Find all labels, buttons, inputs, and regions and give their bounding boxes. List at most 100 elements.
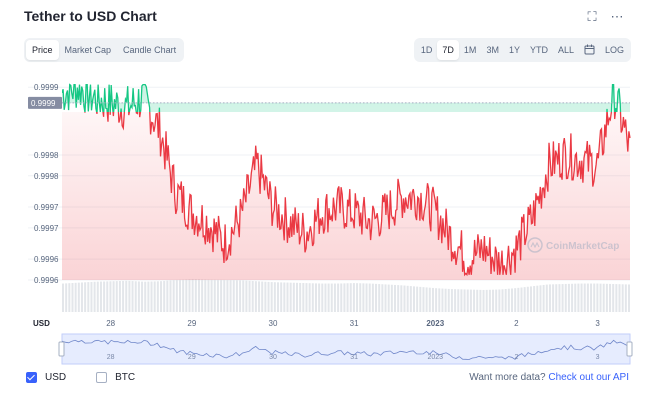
usd-checkbox[interactable]: [26, 372, 37, 383]
volume-bar: [561, 284, 564, 312]
volume-bar: [460, 289, 463, 312]
volume-bar: [539, 285, 542, 312]
range-all[interactable]: ALL: [557, 45, 574, 55]
volume-bar: [536, 285, 539, 312]
volume-bar: [299, 282, 302, 312]
range-log[interactable]: LOG: [604, 45, 624, 55]
volume-bar: [346, 283, 349, 312]
volume-bar: [457, 289, 460, 312]
volume-bar: [229, 280, 232, 312]
navigator-tick-label: 29: [188, 354, 196, 361]
volume-bar: [232, 280, 235, 312]
tab-price[interactable]: Price: [26, 40, 59, 60]
volume-bar: [141, 281, 144, 312]
volume-bar: [318, 283, 321, 312]
volume-bar: [390, 284, 393, 312]
range-1m[interactable]: 1M: [463, 45, 477, 55]
volume-bar: [137, 281, 140, 312]
volume-bar: [258, 281, 261, 312]
y-tick-label: 0.9999: [34, 83, 59, 92]
volume-bar: [251, 281, 254, 312]
volume-bar: [87, 282, 90, 312]
volume-bar: [314, 283, 317, 312]
page-title: Tether to USD Chart: [24, 8, 157, 24]
coinmarketcap-logo-icon: [527, 237, 543, 253]
tab-candle-chart[interactable]: Candle Chart: [123, 45, 177, 55]
navigator-handle-left[interactable]: [58, 341, 65, 357]
volume-bar: [571, 283, 574, 312]
volume-bar: [400, 285, 403, 312]
volume-bar: [194, 279, 197, 312]
volume-bar: [447, 288, 450, 312]
volume-bar: [280, 282, 283, 312]
volume-bar: [624, 284, 627, 312]
volume-bar: [352, 283, 355, 312]
volume-bar: [473, 289, 476, 312]
volume-bar: [178, 279, 181, 312]
range-1y[interactable]: 1Y: [508, 45, 520, 55]
volume-bar: [498, 289, 501, 312]
navigator-tick-label: 30: [269, 354, 277, 361]
volume-bar: [283, 282, 286, 312]
volume-bar: [71, 283, 74, 312]
volume-bar: [428, 287, 431, 312]
time-range-selector: 1D 7D 1M 3M 1Y YTD ALL LOG: [413, 38, 631, 62]
volume-bar: [609, 283, 612, 312]
navigator-handle-right[interactable]: [626, 341, 633, 357]
volume-bar: [305, 283, 308, 312]
btc-checkbox[interactable]: [96, 372, 108, 383]
volume-bar: [118, 281, 121, 312]
volume-bar: [419, 286, 422, 312]
volume-bar: [144, 281, 147, 312]
volume-bar: [99, 281, 102, 312]
api-cta: Want more data? Check out our API: [469, 372, 629, 383]
tab-market-cap[interactable]: Market Cap: [64, 45, 112, 55]
navigator-line: [61, 339, 631, 360]
volume-bar: [618, 284, 621, 312]
price-area-up: [62, 84, 630, 112]
volume-bar: [337, 283, 340, 312]
volume-bar: [488, 289, 491, 312]
volume-bar: [485, 289, 488, 312]
volume-bar: [80, 282, 83, 312]
volume-bar: [580, 283, 583, 312]
navigator-tick-label: 3: [596, 354, 600, 361]
range-1d[interactable]: 1D: [420, 45, 433, 55]
range-3m[interactable]: 3M: [486, 45, 499, 55]
volume-bar: [308, 283, 311, 312]
volume-bar: [226, 279, 229, 312]
reference-label: 0.9999: [31, 99, 56, 108]
y-tick-label: 0.9998: [34, 151, 59, 160]
volume-bar: [517, 287, 520, 312]
volume-bar: [529, 286, 532, 312]
range-7d[interactable]: 7D: [437, 40, 459, 60]
volume-bar: [74, 282, 77, 312]
volume-bar: [381, 284, 384, 312]
usd-label: USD: [45, 372, 67, 383]
volume-bar: [356, 283, 359, 312]
volume-bar: [605, 283, 608, 312]
range-ytd[interactable]: YTD: [529, 45, 548, 55]
volume-bar: [368, 283, 371, 312]
expand-icon[interactable]: ⛶: [587, 9, 597, 24]
volume-bar: [122, 280, 125, 312]
volume-bar: [507, 288, 510, 312]
navigator-tick-label: 2023: [427, 354, 443, 361]
volume-bar: [590, 283, 593, 312]
api-link[interactable]: Check out our API: [548, 372, 629, 383]
volume-bar: [476, 289, 479, 312]
volume-bar: [131, 281, 134, 312]
volume-bar: [596, 283, 599, 312]
volume-bar: [270, 282, 273, 312]
volume-bar: [239, 280, 242, 312]
x-tick-label: 30: [269, 319, 278, 328]
watermark-text: CoinMarketCap: [546, 241, 619, 252]
more-horizontal-icon[interactable]: ⋯: [610, 9, 624, 24]
volume-bar: [340, 283, 343, 312]
volume-bar: [147, 281, 150, 312]
calendar-icon[interactable]: [579, 40, 600, 60]
volume-bar: [292, 282, 295, 312]
volume-bar: [267, 281, 270, 312]
volume-bar: [469, 289, 472, 312]
